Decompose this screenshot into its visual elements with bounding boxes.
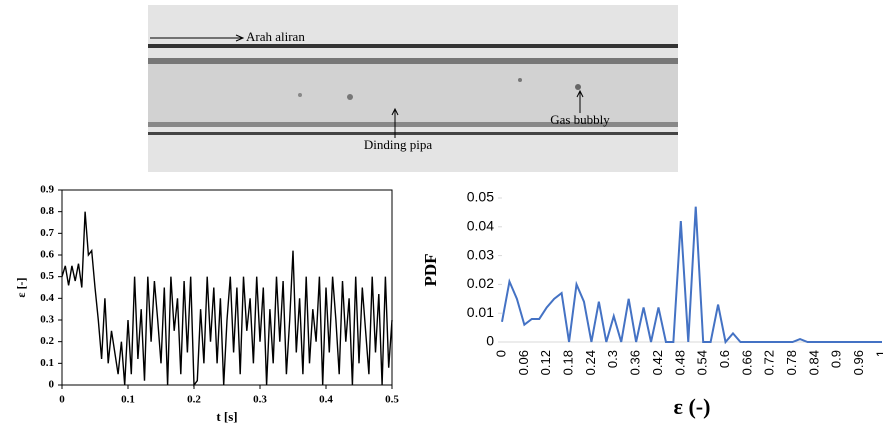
x-tick-label: 0.84 (806, 350, 821, 375)
x-tick-label: 0.9 (829, 350, 844, 368)
data-line (501, 206, 882, 345)
x-tick-label: 0 (493, 350, 508, 357)
pipe-photo: Arah aliran Dinding pipa Gas bubbly (148, 5, 678, 172)
y-tick-label: 0 (49, 379, 55, 391)
x-tick-label: 0.2 (187, 394, 201, 406)
x-tick-label: 0.12 (538, 350, 553, 375)
x-tick-label: 0.48 (672, 350, 687, 375)
x-tick-label: 0.66 (739, 350, 754, 375)
x-tick-label: 0.54 (695, 350, 710, 375)
arrow-head (391, 107, 399, 116)
x-tick-label: 0.42 (650, 350, 665, 375)
y-tick-label: 0.1 (40, 357, 54, 369)
photo-label: Dinding pipa (364, 137, 432, 152)
x-tick-label: 0.18 (560, 350, 575, 375)
y-tick-label: 0.04 (467, 218, 494, 234)
y-tick-label: 0.05 (467, 189, 494, 205)
x-tick-label: 0.36 (628, 350, 643, 375)
x-axis-label: ε (-) (674, 394, 711, 419)
x-tick-label: 1 (873, 350, 883, 357)
x-tick-label: 0.3 (605, 350, 620, 368)
x-tick-label: 0.96 (851, 350, 866, 375)
photo-label: Arah aliran (246, 29, 305, 44)
y-tick-label: 0 (486, 333, 494, 349)
x-tick-label: 0.1 (121, 394, 135, 406)
pipe-wall (148, 44, 678, 48)
x-axis-label: t [s] (216, 409, 237, 424)
pipe-wall (148, 58, 678, 64)
y-tick-label: 0.02 (467, 275, 494, 291)
x-tick-label: 0.5 (385, 394, 399, 406)
photo-label: Gas bubbly (550, 112, 610, 127)
x-tick-label: 0.6 (717, 350, 732, 368)
y-tick-label: 0.01 (467, 304, 494, 320)
y-axis-label: PDF (421, 253, 440, 286)
y-tick-label: 0.7 (40, 227, 54, 239)
pipe-wall (148, 122, 678, 127)
y-tick-label: 0.5 (40, 270, 54, 282)
bubble (298, 93, 302, 97)
pipe-interior (148, 64, 678, 122)
data-line (61, 211, 393, 387)
arrow-head (576, 89, 584, 98)
y-tick-label: 0.8 (40, 205, 54, 217)
y-tick-label: 0.6 (40, 249, 54, 261)
plot-frame (61, 189, 393, 386)
bubble (575, 84, 581, 90)
x-tick-label: 0.3 (253, 394, 267, 406)
bubble (518, 78, 522, 82)
y-tick-label: 0.4 (40, 292, 54, 304)
pipe-wall (148, 132, 678, 135)
y-axis-label: ε [-] (14, 277, 28, 297)
x-tick-label: 0.4 (319, 394, 333, 406)
y-tick-label: 0.03 (467, 246, 494, 262)
x-tick-label: 0 (59, 394, 65, 406)
y-tick-label: 0.2 (40, 335, 54, 347)
x-tick-label: 0.78 (784, 350, 799, 375)
y-tick-label: 0.9 (40, 184, 54, 196)
arrow-head (235, 34, 245, 42)
bubble (347, 94, 353, 100)
x-tick-label: 0.72 (762, 350, 777, 375)
x-tick-label: 0.24 (583, 350, 598, 375)
y-tick-label: 0.3 (40, 314, 54, 326)
x-tick-label: 0.06 (516, 350, 531, 375)
